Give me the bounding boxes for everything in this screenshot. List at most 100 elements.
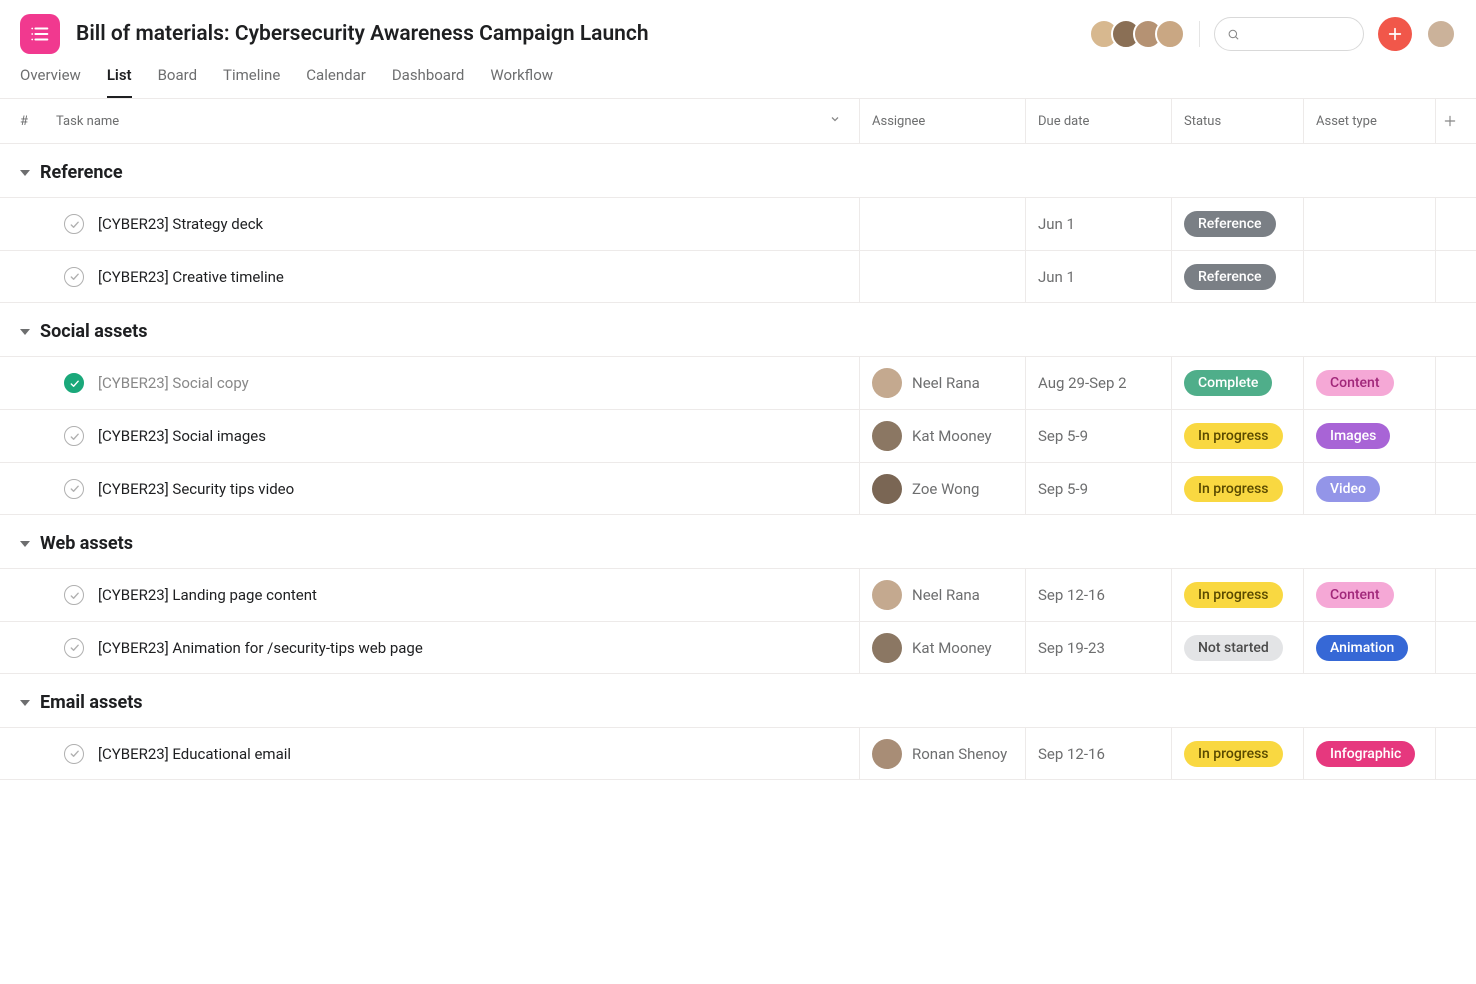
member-stack[interactable] <box>1089 19 1185 49</box>
search-input[interactable] <box>1246 27 1351 42</box>
table-row[interactable]: [CYBER23] Educational email Ronan ShenoyS… <box>0 727 1476 780</box>
task-name-cell[interactable]: [CYBER23] Creative timeline <box>56 251 860 302</box>
table-row[interactable]: [CYBER23] Creative timeline Jun 1Referenc… <box>0 250 1476 303</box>
status-cell[interactable]: In progress <box>1172 569 1304 621</box>
section-title: Email assets <box>40 692 143 713</box>
task-name-cell[interactable]: [CYBER23] Social copy <box>56 357 860 409</box>
status-cell[interactable]: Reference <box>1172 251 1304 302</box>
due-date-cell[interactable]: Jun 1 <box>1026 198 1172 250</box>
status-cell[interactable]: In progress <box>1172 410 1304 462</box>
add-button[interactable] <box>1378 17 1412 51</box>
divider <box>1199 21 1200 47</box>
asset-type-cell[interactable] <box>1304 251 1436 302</box>
tab-list[interactable]: List <box>107 66 132 98</box>
table-row[interactable]: [CYBER23] Animation for /security-tips w… <box>0 621 1476 674</box>
tab-workflow[interactable]: Workflow <box>490 66 553 98</box>
task-name-cell[interactable]: [CYBER23] Landing page content <box>56 569 860 621</box>
assignee-cell[interactable]: Kat Mooney <box>860 622 1026 673</box>
due-date-cell[interactable]: Sep 5-9 <box>1026 410 1172 462</box>
task-table: # Task name Assignee Due date Status Ass… <box>0 99 1476 780</box>
col-asset[interactable]: Asset type <box>1304 99 1436 143</box>
status-cell[interactable]: Reference <box>1172 198 1304 250</box>
table-row[interactable]: [CYBER23] Landing page content Neel Rana S… <box>0 568 1476 621</box>
user-avatar[interactable] <box>1426 19 1456 49</box>
search-box[interactable] <box>1214 17 1364 51</box>
col-due[interactable]: Due date <box>1026 99 1172 143</box>
table-row[interactable]: [CYBER23] Strategy deck Jun 1Reference <box>0 197 1476 250</box>
asset-type-cell[interactable]: Infographic <box>1304 728 1436 779</box>
due-date-cell[interactable]: Sep 19-23 <box>1026 622 1172 673</box>
assignee-cell[interactable] <box>860 198 1026 250</box>
table-header: # Task name Assignee Due date Status Ass… <box>0 99 1476 144</box>
asset-type-cell[interactable] <box>1304 198 1436 250</box>
col-status[interactable]: Status <box>1172 99 1304 143</box>
assignee-cell[interactable] <box>860 251 1026 302</box>
asset-type-cell[interactable]: Video <box>1304 463 1436 514</box>
assignee-cell[interactable]: Ronan Shenoy <box>860 728 1026 779</box>
assignee-cell[interactable]: Neel Rana <box>860 569 1026 621</box>
section-header[interactable]: Reference <box>0 144 1476 197</box>
asset-type-badge: Content <box>1316 582 1394 608</box>
task-name-cell[interactable]: [CYBER23] Animation for /security-tips w… <box>56 622 860 673</box>
task-name: [CYBER23] Landing page content <box>98 586 317 604</box>
col-taskname[interactable]: Task name <box>56 99 860 143</box>
chevron-down-icon[interactable] <box>829 113 841 129</box>
table-row[interactable]: [CYBER23] Social copyNeel RanaAug 29-Sep… <box>0 356 1476 409</box>
due-date-cell[interactable]: Sep 12-16 <box>1026 569 1172 621</box>
assignee-name: Kat Mooney <box>912 639 992 657</box>
asset-type-cell[interactable]: Animation <box>1304 622 1436 673</box>
row-num <box>20 569 56 621</box>
tab-overview[interactable]: Overview <box>20 66 81 98</box>
due-date-cell[interactable]: Aug 29-Sep 2 <box>1026 357 1172 409</box>
due-date-cell[interactable]: Jun 1 <box>1026 251 1172 302</box>
complete-toggle[interactable] <box>64 479 84 499</box>
task-name-cell[interactable]: [CYBER23] Educational email <box>56 728 860 779</box>
complete-toggle[interactable] <box>64 744 84 764</box>
task-name-cell[interactable]: [CYBER23] Security tips video <box>56 463 860 514</box>
asset-type-cell[interactable]: Content <box>1304 357 1436 409</box>
status-cell[interactable]: In progress <box>1172 463 1304 514</box>
tab-dashboard[interactable]: Dashboard <box>392 66 465 98</box>
tab-timeline[interactable]: Timeline <box>223 66 280 98</box>
col-assignee[interactable]: Assignee <box>860 99 1026 143</box>
caret-down-icon <box>20 170 30 176</box>
assignee-cell[interactable]: Neel Rana <box>860 357 1026 409</box>
asset-type-cell[interactable]: Content <box>1304 569 1436 621</box>
asset-type-cell[interactable]: Images <box>1304 410 1436 462</box>
task-name-cell[interactable]: [CYBER23] Strategy deck <box>56 198 860 250</box>
row-end <box>1436 198 1476 250</box>
search-icon <box>1227 27 1240 42</box>
section-header[interactable]: Web assets <box>0 515 1476 568</box>
complete-toggle[interactable] <box>64 267 84 287</box>
status-badge: Complete <box>1184 370 1272 396</box>
complete-toggle[interactable] <box>64 214 84 234</box>
section-header[interactable]: Email assets <box>0 674 1476 727</box>
section-title: Web assets <box>40 533 133 554</box>
status-cell[interactable]: Complete <box>1172 357 1304 409</box>
section-header[interactable]: Social assets <box>0 303 1476 356</box>
complete-toggle[interactable] <box>64 373 84 393</box>
due-date-cell[interactable]: Sep 5-9 <box>1026 463 1172 514</box>
member-avatar[interactable] <box>1155 19 1185 49</box>
due-date-cell[interactable]: Sep 12-16 <box>1026 728 1172 779</box>
complete-toggle[interactable] <box>64 426 84 446</box>
status-cell[interactable]: In progress <box>1172 728 1304 779</box>
assignee-cell[interactable]: Kat Mooney <box>860 410 1026 462</box>
tab-board[interactable]: Board <box>158 66 197 98</box>
col-num[interactable]: # <box>20 99 56 143</box>
table-row[interactable]: [CYBER23] Social images Kat Mooney Sep 5-9… <box>0 409 1476 462</box>
complete-toggle[interactable] <box>64 638 84 658</box>
project-title[interactable]: Bill of materials: Cybersecurity Awarene… <box>76 22 1073 46</box>
task-name: [CYBER23] Educational email <box>98 745 291 763</box>
status-cell[interactable]: Not started <box>1172 622 1304 673</box>
assignee-name: Neel Rana <box>912 586 980 604</box>
tab-calendar[interactable]: Calendar <box>306 66 366 98</box>
complete-toggle[interactable] <box>64 585 84 605</box>
assignee-name: Kat Mooney <box>912 427 992 445</box>
task-name-cell[interactable]: [CYBER23] Social images <box>56 410 860 462</box>
assignee-cell[interactable]: Zoe Wong <box>860 463 1026 514</box>
table-row[interactable]: [CYBER23] Security tips videoZoe WongSep… <box>0 462 1476 515</box>
add-column-button[interactable] <box>1436 99 1476 143</box>
row-end <box>1436 251 1476 302</box>
status-badge: Not started <box>1184 635 1283 661</box>
